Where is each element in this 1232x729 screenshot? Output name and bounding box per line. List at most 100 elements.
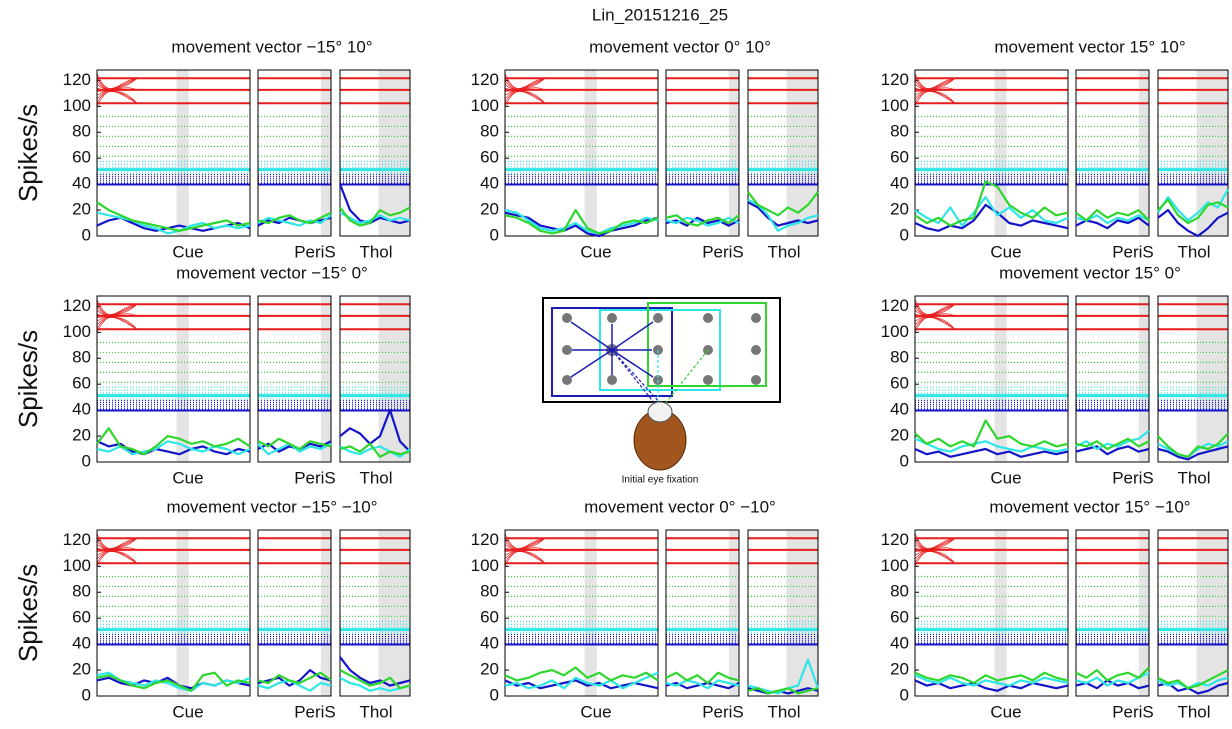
y-tick-label: 60: [480, 148, 499, 167]
y-tick-label: 80: [72, 122, 91, 141]
y-tick-label: 20: [890, 200, 909, 219]
y-axis-label: Spikes/s: [13, 104, 43, 202]
panel-group: movement vector 0° −10°020406080100120Cu…: [471, 497, 818, 721]
rate-line: [915, 182, 1068, 226]
y-tick-label: 0: [82, 685, 91, 704]
y-tick-label: 60: [72, 608, 91, 627]
figure: Lin_20151216_25 Initial eye fixation mov…: [0, 0, 1232, 729]
panel-title: movement vector 15° 0°: [999, 263, 1181, 282]
panel-title: movement vector 15° −10°: [989, 497, 1190, 516]
x-panel-label: Thol: [359, 242, 392, 261]
y-tick-label: 80: [480, 582, 499, 601]
y-tick-label: 100: [881, 556, 909, 575]
event-shade: [177, 530, 189, 696]
event-shade: [1197, 70, 1229, 236]
y-axis-label: Spikes/s: [13, 564, 43, 662]
subpanel-frame: [915, 530, 1068, 696]
panel-title: movement vector −15° 0°: [176, 263, 368, 282]
y-tick-label: 0: [82, 451, 91, 470]
y-tick-label: 60: [72, 148, 91, 167]
face: [648, 402, 672, 422]
subpanel-frame: [258, 530, 331, 696]
x-panel-label: Cue: [172, 702, 203, 721]
subpanel-frame: [258, 70, 331, 236]
x-panel-label: Thol: [767, 702, 800, 721]
y-tick-label: 60: [890, 374, 909, 393]
event-shade: [321, 70, 331, 236]
y-tick-label: 100: [471, 556, 499, 575]
event-shade: [177, 296, 189, 462]
y-tick-label: 100: [471, 96, 499, 115]
x-panel-label: PeriS: [1112, 242, 1154, 261]
event-shade: [321, 296, 331, 462]
event-shade: [585, 70, 597, 236]
event-shade: [787, 70, 819, 236]
x-panel-label: PeriS: [1112, 468, 1154, 487]
y-tick-label: 20: [890, 660, 909, 679]
x-panel-label: Thol: [767, 242, 800, 261]
y-tick-label: 60: [890, 608, 909, 627]
event-shade: [379, 530, 411, 696]
panel-group: movement vector 0° 10°020406080100120Cue…: [471, 37, 818, 261]
y-tick-label: 40: [480, 174, 499, 193]
event-shade: [1197, 530, 1229, 696]
y-tick-label: 40: [72, 174, 91, 193]
y-tick-label: 120: [881, 296, 909, 315]
subpanel-frame: [97, 70, 250, 236]
y-tick-label: 40: [890, 174, 909, 193]
x-panel-label: Thol: [1177, 702, 1210, 721]
x-panel-label: PeriS: [294, 702, 336, 721]
y-tick-label: 60: [890, 148, 909, 167]
x-panel-label: Thol: [359, 702, 392, 721]
y-tick-label: 120: [63, 70, 91, 89]
event-shade: [729, 70, 739, 236]
x-panel-label: Cue: [580, 242, 611, 261]
panel-group: movement vector 15° −10°020406080100120C…: [881, 497, 1228, 721]
y-tick-label: 40: [480, 634, 499, 653]
movement-arrows: [571, 322, 653, 377]
panel-title: movement vector 0° −10°: [584, 497, 776, 516]
rate-line: [505, 673, 658, 689]
y-tick-label: 60: [72, 374, 91, 393]
subpanel-frame: [505, 530, 658, 696]
subpanel-frame: [1076, 530, 1149, 696]
rate-line: [915, 421, 1068, 447]
y-tick-label: 120: [471, 530, 499, 549]
y-tick-label: 40: [72, 634, 91, 653]
x-panel-label: PeriS: [702, 702, 744, 721]
y-tick-label: 20: [72, 660, 91, 679]
y-tick-label: 0: [490, 685, 499, 704]
y-tick-label: 40: [890, 400, 909, 419]
panel-title: movement vector 0° 10°: [589, 37, 771, 56]
y-tick-label: 120: [63, 530, 91, 549]
panel-title: movement vector 15° 10°: [994, 37, 1185, 56]
y-tick-label: 20: [480, 660, 499, 679]
subpanel-frame: [666, 70, 739, 236]
x-panel-label: PeriS: [1112, 702, 1154, 721]
y-tick-label: 80: [890, 122, 909, 141]
x-panel-label: Cue: [580, 702, 611, 721]
y-tick-label: 0: [900, 225, 909, 244]
rate-line: [915, 197, 1068, 226]
y-tick-label: 80: [72, 582, 91, 601]
x-panel-label: PeriS: [294, 468, 336, 487]
subpanel-frame: [505, 70, 658, 236]
subpanel-frame: [666, 530, 739, 696]
x-panel-label: Thol: [1177, 468, 1210, 487]
diagram-caption: Initial eye fixation: [622, 475, 699, 486]
y-tick-label: 40: [72, 400, 91, 419]
y-tick-label: 20: [72, 426, 91, 445]
y-tick-label: 20: [890, 426, 909, 445]
panel-group: movement vector −15° 10°Spikes/s02040608…: [13, 37, 410, 261]
rate-line: [1076, 668, 1149, 681]
y-tick-label: 100: [63, 96, 91, 115]
y-tick-label: 100: [881, 322, 909, 341]
y-tick-label: 0: [82, 225, 91, 244]
y-tick-label: 100: [63, 322, 91, 341]
y-tick-label: 120: [881, 530, 909, 549]
y-tick-label: 80: [890, 348, 909, 367]
rate-line: [505, 213, 658, 236]
subpanel-frame: [915, 296, 1068, 462]
rate-line: [505, 668, 658, 681]
event-shade: [729, 530, 739, 696]
